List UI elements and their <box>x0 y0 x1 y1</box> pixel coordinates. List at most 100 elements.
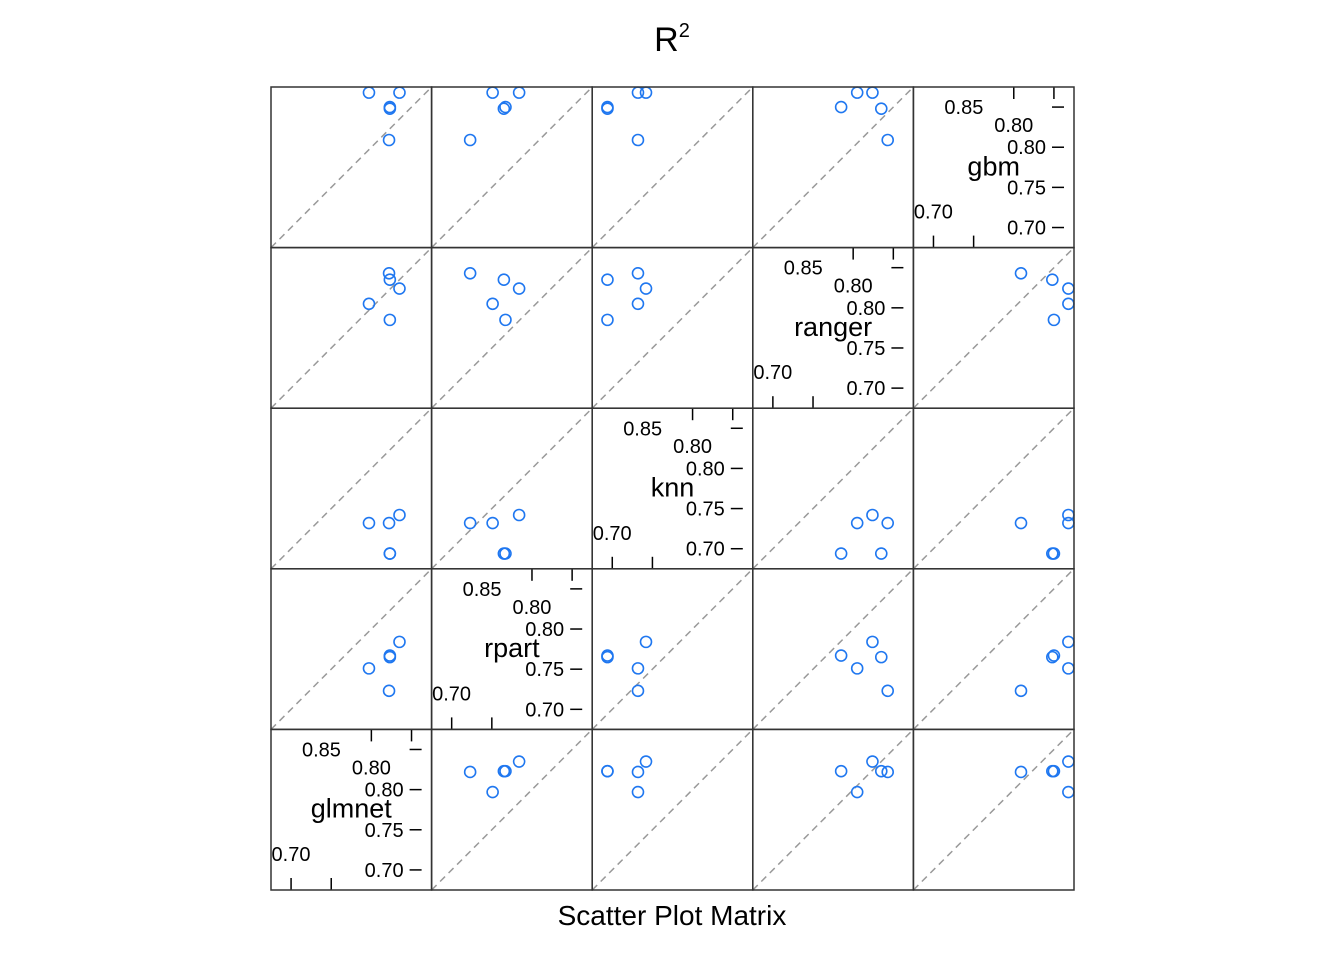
reference-line <box>431 86 593 249</box>
data-point <box>1062 662 1075 675</box>
data-point <box>362 86 376 99</box>
reference-line <box>912 407 1075 570</box>
data-point <box>639 635 653 649</box>
data-point <box>631 86 645 99</box>
data-point <box>486 297 499 311</box>
tick-label: 0.80 <box>352 757 391 779</box>
tick-label: 0.75 <box>686 499 725 521</box>
data-point <box>631 133 645 147</box>
variable-label-gbm: gbm <box>967 151 1020 181</box>
data-point <box>383 313 397 327</box>
data-point <box>512 508 526 522</box>
tick-label: 0.80 <box>525 619 564 641</box>
tick-label: 0.75 <box>365 820 404 842</box>
tick-label: 0.80 <box>365 780 404 802</box>
data-point <box>601 649 614 662</box>
title-main: R <box>654 21 679 59</box>
data-point <box>1047 313 1061 327</box>
reference-line <box>912 728 1075 891</box>
data-point <box>1047 547 1061 560</box>
tick-label: 0.70 <box>593 523 632 545</box>
tick-label: 0.80 <box>834 276 873 298</box>
data-point <box>874 650 888 664</box>
data-point <box>601 764 614 778</box>
data-point <box>362 516 376 530</box>
reference-line <box>591 568 754 730</box>
tick-label: 0.70 <box>272 844 311 866</box>
tick-label: 0.70 <box>753 362 792 384</box>
data-point <box>850 785 864 799</box>
data-point <box>1062 297 1075 311</box>
data-point <box>834 100 848 114</box>
data-point <box>631 785 645 799</box>
data-point <box>866 635 879 649</box>
data-point <box>601 273 614 287</box>
data-point <box>834 649 848 662</box>
variable-label-rpart: rpart <box>484 633 540 663</box>
data-point <box>881 765 895 779</box>
data-point <box>1062 282 1075 295</box>
reference-line <box>431 407 593 570</box>
data-point <box>874 764 888 778</box>
data-point <box>497 273 511 287</box>
data-point <box>850 516 864 530</box>
reference-line <box>270 568 433 730</box>
data-point <box>1046 273 1059 287</box>
reference-line <box>752 568 914 730</box>
data-point <box>499 100 512 114</box>
data-point <box>463 765 477 779</box>
reference-line <box>270 407 433 570</box>
panel-gbm-vs-glmnet <box>912 728 1075 891</box>
data-point <box>866 508 879 522</box>
data-point <box>639 755 653 768</box>
data-point <box>393 86 406 99</box>
data-point <box>382 266 396 280</box>
data-point <box>874 547 888 560</box>
data-point <box>631 765 645 779</box>
data-point <box>631 266 645 280</box>
tick-label: 0.70 <box>914 202 953 224</box>
tick-label: 0.80 <box>846 298 885 320</box>
data-point <box>393 508 406 522</box>
tick-label: 0.80 <box>513 597 552 619</box>
x-axis-label: Scatter Plot Matrix <box>557 900 787 931</box>
data-point <box>463 133 477 147</box>
reference-line <box>752 728 914 891</box>
data-point <box>1047 764 1061 778</box>
data-point <box>601 313 614 327</box>
reference-line <box>270 247 433 409</box>
tick-label: 0.80 <box>994 115 1033 137</box>
tick-label: 0.70 <box>365 860 404 882</box>
data-point <box>362 662 376 675</box>
title-superscript: 2 <box>678 20 690 42</box>
tick-label: 0.85 <box>463 579 502 601</box>
data-point <box>383 649 397 662</box>
data-point <box>631 297 645 311</box>
data-point <box>512 86 526 99</box>
data-point <box>1062 785 1075 799</box>
tick-label: 0.80 <box>673 436 712 458</box>
reference-line <box>431 728 593 891</box>
data-point <box>393 282 406 295</box>
data-point <box>382 133 396 147</box>
tick-label: 0.70 <box>432 683 471 705</box>
tick-label: 0.70 <box>1007 218 1046 240</box>
data-point <box>383 100 397 114</box>
data-point <box>383 547 397 560</box>
reference-line <box>912 247 1075 409</box>
tick-label: 0.85 <box>302 739 341 761</box>
data-point <box>850 86 864 99</box>
tick-label: 0.75 <box>846 338 885 360</box>
reference-line <box>752 407 914 570</box>
data-point <box>1062 516 1075 530</box>
data-point <box>1047 649 1061 662</box>
data-point <box>881 516 895 530</box>
data-point <box>1062 755 1075 768</box>
data-point <box>383 273 397 287</box>
data-point <box>631 684 645 698</box>
data-point <box>866 755 879 768</box>
data-point <box>382 516 396 530</box>
data-point <box>393 635 406 649</box>
tick-label: 0.85 <box>944 97 983 119</box>
